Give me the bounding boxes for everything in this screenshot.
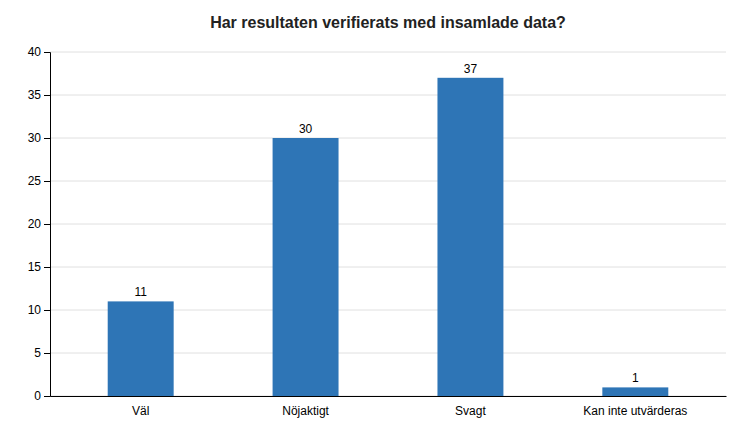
tick-label: 35 [28, 88, 42, 102]
tick-label: 10 [28, 303, 42, 317]
bar [273, 138, 339, 396]
tick-label: 0 [34, 389, 41, 403]
tick-mark [44, 52, 50, 53]
tick-mark [44, 95, 50, 96]
tick-label: 25 [28, 174, 42, 188]
tick: Svagt [455, 404, 486, 418]
tick: 40 [28, 45, 50, 59]
tick-mark [44, 353, 50, 354]
chart: Har resultaten verifierats med insamlade… [0, 0, 750, 436]
tick-label: 5 [34, 346, 41, 360]
data-label: 30 [299, 122, 313, 136]
tick-mark [44, 138, 50, 139]
tick-label: Väl [132, 404, 149, 418]
tick: 10 [28, 303, 50, 317]
tick-label: Kan inte utvärderas [583, 404, 687, 418]
tick-mark [44, 181, 50, 182]
data-label: 11 [134, 285, 147, 299]
tick-mark [44, 224, 50, 225]
grid-line [50, 224, 726, 225]
axis-line [51, 396, 727, 397]
data-labels: 11 30 37 1 [134, 62, 639, 386]
x-axis: Väl Nöjaktigt Svagt Kan inte utvärderas [51, 397, 727, 418]
grid-line [50, 95, 726, 96]
grid-line [50, 52, 726, 53]
tick: 35 [28, 88, 50, 102]
tick-label: 20 [28, 217, 42, 231]
tick-mark [44, 310, 50, 311]
tick-label: Nöjaktigt [282, 404, 329, 418]
tick: 20 [28, 217, 50, 231]
tick: 15 [28, 260, 50, 274]
grid-line [50, 267, 726, 268]
plot: 0 5 10 15 20 25 30 35 40 Väl Nöjaktigt Svagt Kan int… [28, 45, 727, 417]
tick-mark [44, 396, 50, 397]
bars [108, 78, 669, 396]
y-axis: 0 5 10 15 20 25 30 35 40 [28, 45, 51, 403]
title: Har resultaten verifierats med insamlade… [210, 14, 566, 31]
tick-label: 40 [28, 45, 42, 59]
tick: Kan inte utvärderas [583, 404, 687, 418]
tick: 5 [34, 346, 50, 360]
axis-line [44, 53, 51, 397]
grid-line [50, 181, 726, 182]
tick-mark [44, 267, 50, 268]
tick-label: 15 [28, 260, 42, 274]
grid [50, 52, 726, 396]
tick: 25 [28, 174, 50, 188]
tick-label: Svagt [455, 404, 486, 418]
bar [437, 78, 503, 396]
tick-label: 30 [28, 131, 42, 145]
tick: 30 [28, 131, 50, 145]
tick: 0 [34, 389, 50, 403]
tick: Väl [132, 404, 149, 418]
bar [602, 387, 668, 396]
data-label: 1 [632, 371, 639, 385]
grid-line [50, 138, 726, 139]
bar [108, 301, 174, 396]
data-label: 37 [464, 62, 478, 76]
tick: Nöjaktigt [282, 404, 329, 418]
